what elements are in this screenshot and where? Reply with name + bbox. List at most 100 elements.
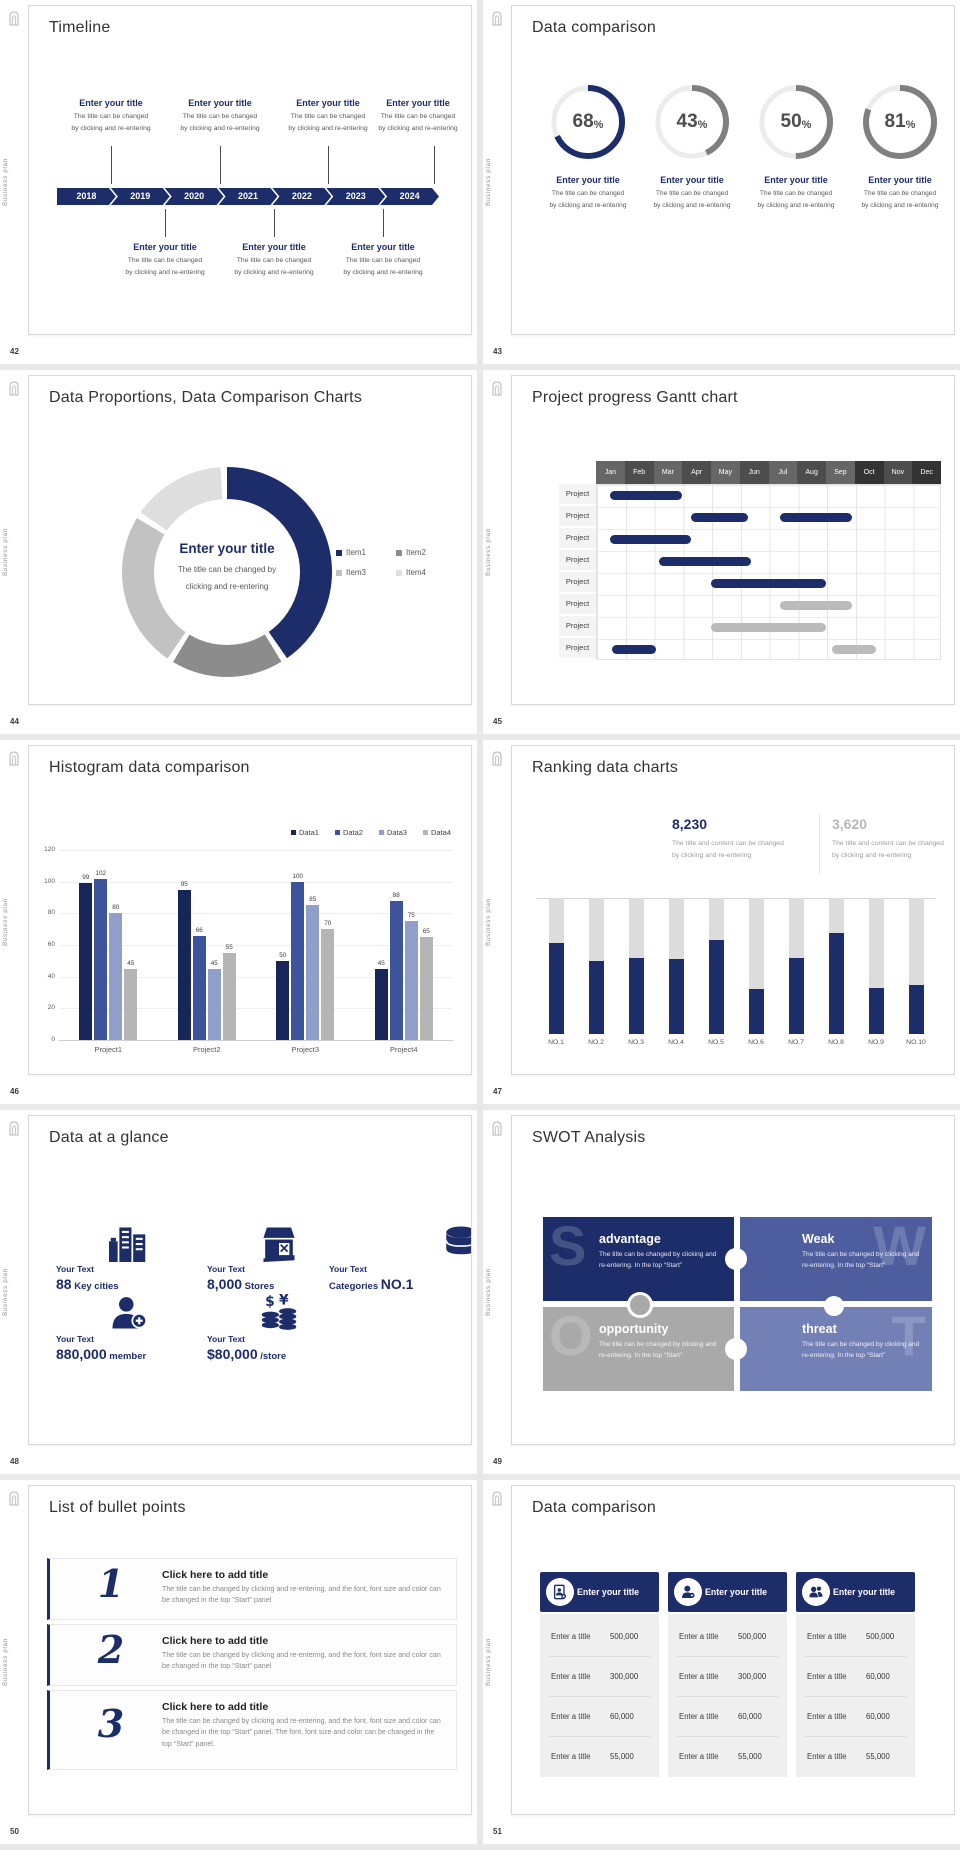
bullet-number: 3: [97, 1701, 125, 1746]
stat-value: 8,000 Stores: [207, 1276, 274, 1294]
x-axis-label: NO.3: [628, 1039, 644, 1046]
stat-label: Your Text: [56, 1334, 94, 1344]
chart-legend: Item1 Item2 Item3 Item4: [336, 548, 466, 577]
bar: [207, 968, 221, 1040]
gantt-row-label: Project: [559, 572, 596, 594]
x-axis-label: Project1: [94, 1045, 122, 1054]
x-axis-label: NO.8: [828, 1039, 844, 1046]
member-add-icon: [112, 1297, 147, 1329]
gantt-bar: [711, 578, 826, 588]
svg-text:¥: ¥: [279, 1294, 289, 1308]
y-axis-tick: 120: [44, 846, 55, 853]
gantt-bar: [690, 512, 749, 522]
timeline-year: 2024: [380, 188, 439, 205]
y-axis-tick: 60: [47, 941, 55, 948]
puzzle-connector: [627, 1292, 653, 1318]
id-badge-icon: [546, 1578, 574, 1606]
bar-track: [548, 898, 564, 1034]
stat-block: 8,230 The title and content can be chang…: [672, 816, 814, 862]
x-axis-label: NO.1: [548, 1039, 564, 1046]
gridline: [59, 1008, 453, 1010]
bar-fill: [708, 940, 724, 1034]
swot-letter: W: [873, 1217, 926, 1277]
bar-value-label: 85: [309, 896, 317, 904]
timeline-item-caption: The title can be changed by clicking and …: [71, 113, 151, 132]
gantt-row-label: Project: [559, 638, 596, 660]
slide-thumbnail-histogram[interactable]: Histogram data comparison Data1 Data2 Data…: [28, 745, 472, 1075]
row-value: 55,000: [738, 1752, 762, 1761]
stat-unit: Stores: [242, 1281, 275, 1292]
timeline-year: 2019: [111, 188, 170, 205]
row-label: Enter a title: [679, 1632, 719, 1641]
stat-big-value: 880,000: [56, 1346, 107, 1362]
slide-thumbnail-gantt[interactable]: Project progress Gantt chart Jan Feb Mar Ap…: [511, 375, 955, 705]
gantt-bar: [831, 644, 877, 654]
gridline: [59, 850, 453, 851]
slide-thumbnail-ranking[interactable]: Ranking data charts 8,230 The title and …: [511, 745, 955, 1075]
slide-thumbnail-swot[interactable]: SWOT Analysis S advantage The title can …: [511, 1115, 955, 1445]
slide-number: 44: [10, 717, 19, 726]
slide-layout-icon: [9, 1121, 19, 1136]
y-axis-tick: 80: [47, 909, 55, 917]
bar-value-label: 100: [292, 872, 303, 880]
swot-quad-title: threat: [802, 1322, 837, 1336]
gantt-month-header: May: [711, 461, 740, 484]
row-label: Enter a title: [807, 1632, 847, 1641]
stat-big-value: $80,000: [207, 1346, 258, 1362]
gantt-row-label: Project: [559, 594, 596, 616]
gantt-bar: [711, 622, 826, 632]
chart-legend: Data1 Data2 Data3 Data4: [290, 828, 451, 837]
legend-label: Data2: [342, 828, 363, 837]
progress-ring: 50%: [758, 84, 834, 160]
stat-unit: Key cities: [71, 1281, 119, 1292]
gantt-month-header: Apr: [682, 461, 711, 484]
row-divider: [677, 1696, 778, 1697]
slide-title: SWOT Analysis: [532, 1129, 646, 1146]
slide-title: Project progress Gantt chart: [532, 389, 738, 406]
gridline: [59, 881, 453, 883]
table-row: Enter a title 500,000: [796, 1618, 915, 1658]
vertical-section-label: Business plan: [3, 158, 9, 206]
card-header-title: Enter your title: [833, 1587, 896, 1597]
stat-value: 88 Key cities: [56, 1276, 119, 1294]
slide-cell-42: Business plan 42 Timeline Enter your tit…: [0, 0, 477, 364]
timeline-year: 2020: [165, 188, 224, 205]
slide-thumbnail-ring-comparison[interactable]: Data comparison 68% Enter your title The…: [511, 5, 955, 335]
slide-thumbnail-bullets[interactable]: List of bullet points 1 Click here to ad…: [28, 1485, 472, 1815]
slide-thumbnail-data-glance[interactable]: Data at a glance Your Text 88 Key cities…: [28, 1115, 472, 1445]
stat-label: Your Text: [329, 1264, 367, 1274]
data-card: Enter a title 500,000 Enter a title 60,000 E…: [796, 1572, 915, 1777]
bullet-item: 3 Click here to add title The title can …: [47, 1690, 457, 1770]
bar: [222, 952, 236, 1040]
x-axis-label: Project4: [389, 1045, 418, 1054]
legend-label: Data1: [298, 828, 319, 837]
row-label: Enter a title: [551, 1752, 591, 1761]
legend-swatch: [336, 569, 342, 576]
timeline-connector: [165, 209, 166, 237]
slide-thumbnail-timeline[interactable]: Timeline Enter your title The title can …: [28, 5, 472, 335]
slide-layout-icon: [9, 381, 19, 396]
gantt-month-header: Sep: [826, 461, 855, 484]
swot-quad-caption: The title can be changed by clicking and…: [802, 1341, 920, 1360]
slide-thumbnail-tables[interactable]: Data comparison Enter a title 500,000 Ente…: [511, 1485, 955, 1815]
divider: [819, 814, 820, 874]
bar-value-label: 88: [392, 891, 400, 899]
x-axis-label: Project3: [291, 1045, 319, 1054]
slide-thumbnail-donut-chart[interactable]: Data Proportions, Data Comparison Charts…: [28, 375, 472, 705]
slide-title: Data comparison: [532, 1499, 656, 1516]
bar-fill: [868, 987, 884, 1034]
puzzle-connector: [725, 1338, 747, 1360]
vertical-section-label: Business plan: [486, 1638, 492, 1686]
x-axis-label: NO.7: [788, 1039, 804, 1046]
card-header-title: Enter your title: [705, 1587, 768, 1597]
slide-cell-45: Business plan 45 Project progress Gantt …: [483, 370, 960, 734]
bullet-body: The title can be changed by clicking and…: [162, 1717, 441, 1748]
slide-title: Data Proportions, Data Comparison Charts: [49, 389, 363, 406]
slide-title: Timeline: [49, 19, 111, 36]
x-axis-label: NO.6: [748, 1039, 764, 1046]
gantt-bar: [780, 600, 852, 610]
ring-stat: 43% Enter your title The title can be ch…: [642, 84, 742, 212]
bar-value-label: 45: [210, 959, 218, 967]
card-header-title: Enter your title: [577, 1587, 640, 1597]
x-axis-label: NO.4: [668, 1039, 684, 1046]
